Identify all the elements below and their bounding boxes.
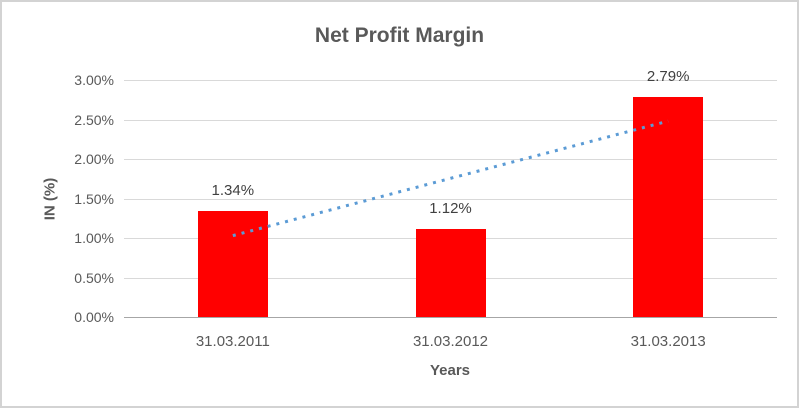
- bar-31.03.2012: [415, 228, 486, 317]
- x-tick-label: 31.03.2011: [195, 333, 270, 350]
- chart-title: Net Profit Margin: [314, 24, 485, 47]
- bar-value-label: 2.79%: [646, 67, 690, 85]
- bar-value-label: 1.12%: [429, 199, 472, 217]
- y-tick-label: 1.00%: [74, 230, 114, 246]
- x-tick-label: 31.03.2013: [630, 333, 706, 350]
- y-tick-label: 0.50%: [74, 269, 114, 286]
- y-tick-label: 3.00%: [74, 72, 114, 88]
- x-axis-line: [124, 317, 777, 318]
- y-tick-label: 2.00%: [74, 151, 114, 167]
- x-tick-label: 31.03.2012: [412, 333, 489, 350]
- gridline: [124, 80, 777, 81]
- bar-31.03.2013: [633, 96, 704, 317]
- y-tick-label: 2.50%: [74, 111, 114, 128]
- x-axis-title: Years: [429, 362, 471, 379]
- bar-31.03.2011: [197, 211, 268, 317]
- bar-value-label: 1.34%: [211, 182, 255, 200]
- y-tick-label: 0.00%: [74, 309, 114, 325]
- y-tick-label: 1.50%: [74, 190, 114, 207]
